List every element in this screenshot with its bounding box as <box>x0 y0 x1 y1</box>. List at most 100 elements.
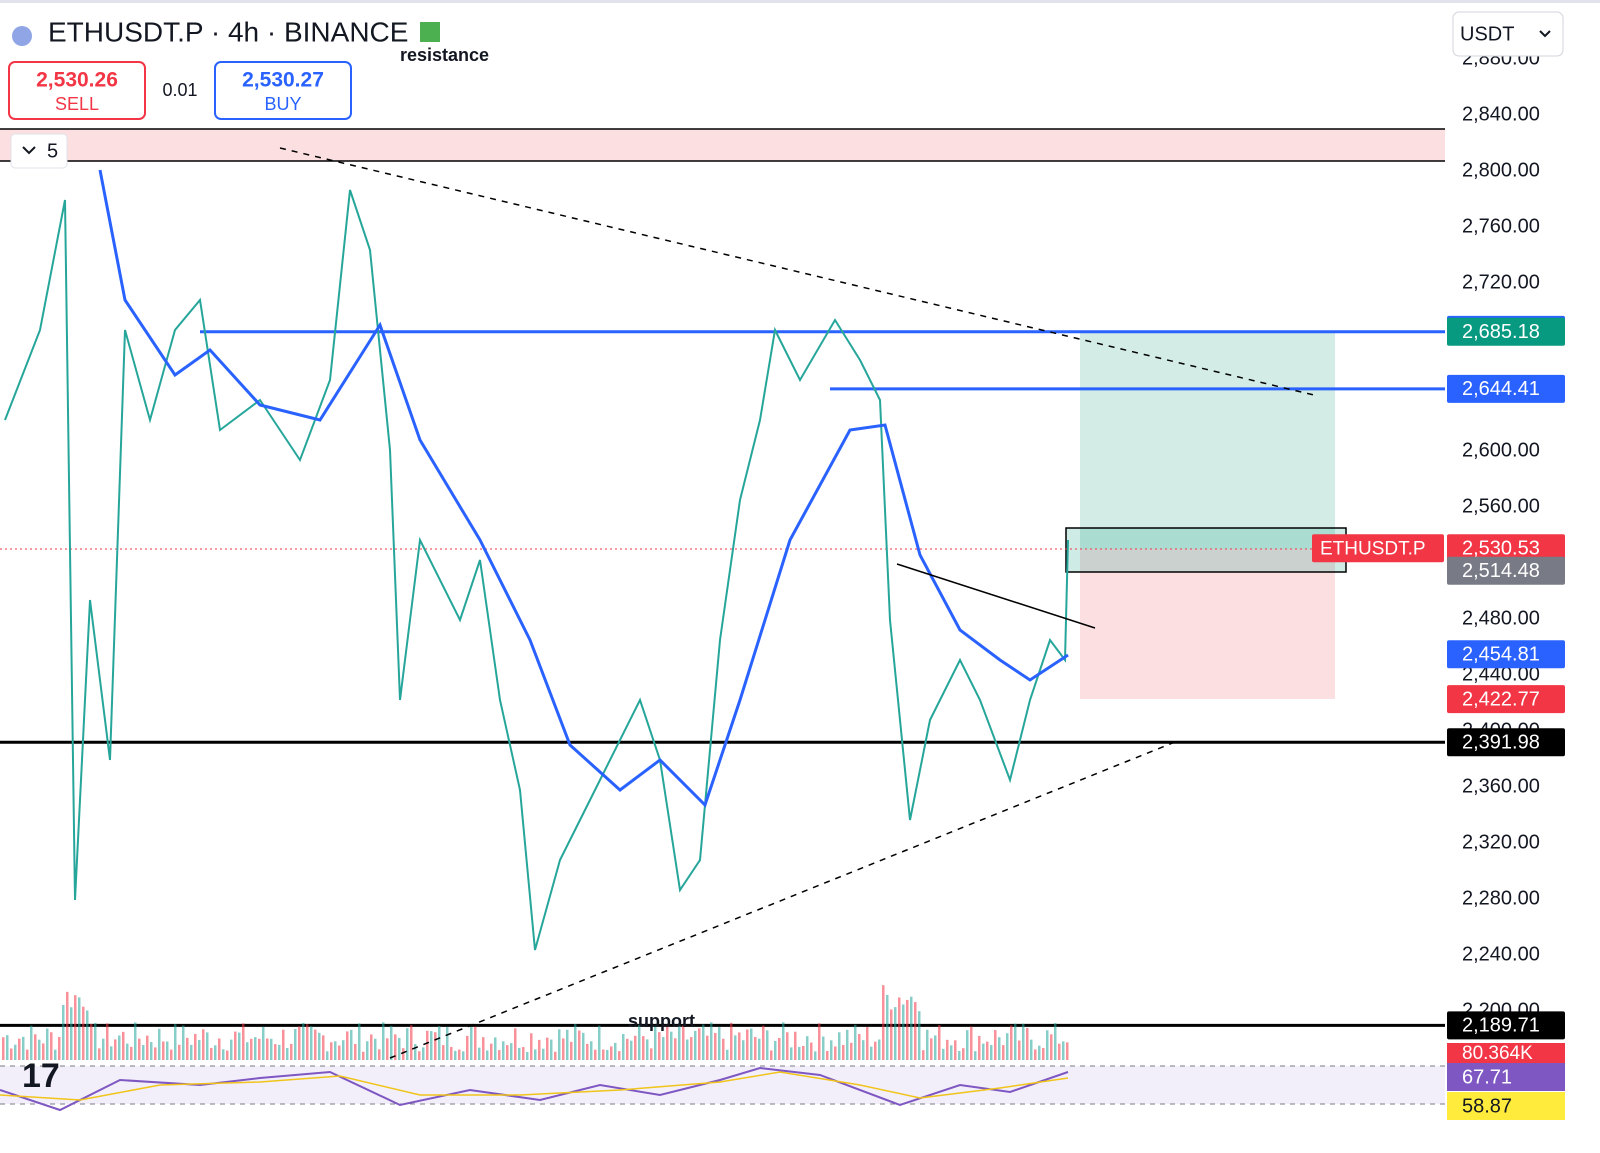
volume-bar <box>762 1025 765 1060</box>
loss-zone <box>1080 549 1335 699</box>
volume-bar <box>474 1026 477 1060</box>
volume-bar <box>186 1037 189 1060</box>
volume-bar <box>42 1043 45 1060</box>
volume-bar <box>326 1051 329 1060</box>
volume-bar <box>906 999 909 1060</box>
volume-bar <box>794 1031 797 1060</box>
volume-bar <box>650 1048 653 1060</box>
volume-bar <box>662 1037 665 1060</box>
logo: 17 <box>22 1057 60 1095</box>
volume-bar <box>450 1046 453 1060</box>
volume-bar <box>586 1043 589 1060</box>
volume-bar <box>250 1038 253 1060</box>
volume-bar <box>246 1042 249 1060</box>
volume-bar <box>86 1010 89 1060</box>
volume-bar <box>110 1046 113 1060</box>
volume-bar <box>530 1033 533 1060</box>
volume-bar <box>394 1034 397 1060</box>
volume-bar <box>518 1047 521 1060</box>
volume-bar <box>278 1044 281 1060</box>
volume-bar <box>358 1023 361 1060</box>
volume-bar <box>486 1050 489 1060</box>
volume-bar <box>210 1047 213 1060</box>
price-badge-label: 2,514.48 <box>1462 560 1540 582</box>
rsi-ma <box>0 1071 1069 1101</box>
price-badge-label: 2,454.81 <box>1462 644 1540 666</box>
volume-bar <box>2 1037 5 1060</box>
buy-button[interactable] <box>214 61 352 120</box>
volume-bar <box>810 1042 813 1060</box>
volume-bar <box>130 1046 133 1060</box>
lower-trendline <box>389 741 1176 1059</box>
volume-bar <box>866 1027 869 1060</box>
volume-bar <box>298 1026 301 1060</box>
volume-bar <box>626 1038 629 1060</box>
volume-bar <box>406 1028 409 1060</box>
volume-bar <box>190 1044 193 1060</box>
volume-bar <box>414 1044 417 1060</box>
currency-select[interactable] <box>1452 11 1564 57</box>
volume-bar <box>1034 1049 1037 1060</box>
volume-bar <box>314 1029 317 1060</box>
buy-label: BUY <box>264 94 301 114</box>
interval-value: 5 <box>47 140 58 162</box>
volume-bar <box>610 1046 613 1060</box>
volume-bar <box>362 1051 365 1060</box>
sell-button[interactable] <box>8 61 146 120</box>
volume-bar <box>258 1038 261 1060</box>
price-badge <box>1447 1011 1565 1040</box>
upper-trendline <box>279 147 1319 397</box>
volume-bar <box>46 1028 49 1060</box>
volume-bar <box>422 1047 425 1060</box>
resistance-zone <box>0 129 1445 161</box>
volume-bar <box>6 1035 9 1060</box>
volume-bar <box>802 1045 805 1060</box>
volume-bar <box>26 1049 29 1060</box>
volume-bar <box>510 1043 513 1060</box>
volume-bar <box>1006 1033 1009 1060</box>
price-badge <box>1447 556 1565 585</box>
price-badge-label: 2,530.53 <box>1462 538 1540 560</box>
spread: 0.01 <box>162 80 197 100</box>
interval-toggle[interactable] <box>10 133 68 169</box>
volume-bar <box>990 1045 993 1060</box>
volume-bar <box>150 1042 153 1060</box>
volume-bar <box>282 1029 285 1060</box>
volume-bar <box>950 1045 953 1060</box>
volume-bar <box>194 1033 197 1060</box>
volume-bar <box>66 991 69 1060</box>
volume-bar <box>346 1031 349 1060</box>
volume-bar <box>838 1032 841 1060</box>
volume-bar <box>242 1023 245 1060</box>
price-tick-label: 2,560.00 <box>1462 495 1540 517</box>
volume-bar <box>274 1044 277 1060</box>
volume-bar <box>938 1024 941 1060</box>
volume-bar <box>38 1039 41 1060</box>
volume-bar <box>286 1048 289 1060</box>
volume-bar <box>270 1038 273 1060</box>
price-tick-label: 2,280.00 <box>1462 887 1540 909</box>
volume-bar <box>410 1025 413 1060</box>
volume-bar <box>942 1048 945 1060</box>
volume-bar <box>206 1032 209 1060</box>
support-label: support <box>628 1011 695 1031</box>
price-badge-label: 2,391.98 <box>1462 732 1540 754</box>
volume-bar <box>34 1034 37 1060</box>
volume-bar <box>974 1051 977 1060</box>
volume-bar <box>574 1024 577 1060</box>
volume-bar <box>634 1035 637 1060</box>
volume-bar <box>1046 1030 1049 1060</box>
volume-bar <box>878 1039 881 1060</box>
price-tick-label: 2,320.00 <box>1462 831 1540 853</box>
volume-bar <box>758 1038 761 1060</box>
profit-zone <box>1080 332 1335 549</box>
volume-bar <box>526 1051 529 1060</box>
price-tick-label: 2,240.00 <box>1462 943 1540 965</box>
volume-bar <box>658 1032 661 1060</box>
volume-bar <box>718 1027 721 1060</box>
volume-bar <box>70 1007 73 1060</box>
volume-bar <box>50 1032 53 1060</box>
volume-bar <box>782 1022 785 1060</box>
